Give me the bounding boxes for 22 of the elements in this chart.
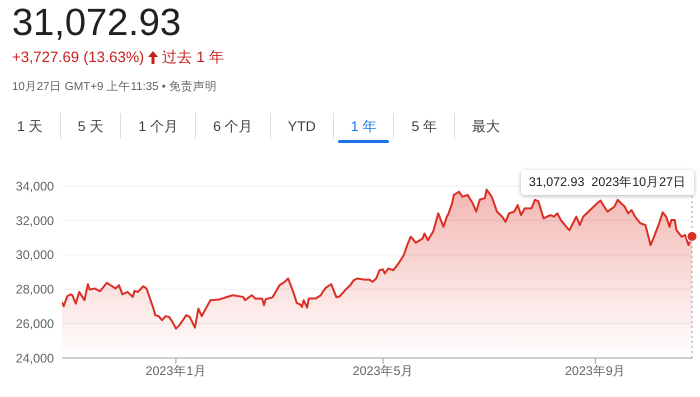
- text: 6 个月: [195, 113, 270, 139]
- y-tick-label: 24,000: [16, 351, 54, 366]
- y-tick-label: 34,000: [16, 179, 54, 194]
- annotation: 31,072.93 2023年10月27日: [520, 170, 694, 195]
- text: 过去 1 年: [162, 48, 224, 67]
- chart-subtitle: +3,727.69 (13.63%): [12, 49, 144, 66]
- x-tick-label: 2023年9月: [564, 364, 626, 378]
- y-tick-label: 32,000: [16, 214, 54, 228]
- text: YTD: [270, 113, 333, 139]
- y-tick-label: 28,000: [16, 282, 54, 297]
- y-tick-label: 30,000: [16, 248, 54, 262]
- x-tick-label: 2023年1月: [146, 364, 206, 378]
- text: 1 年: [332, 113, 394, 139]
- text: 5 年: [393, 113, 454, 139]
- text: 1 天: [16, 117, 44, 136]
- text: 10月27日 GMT+9 上午11:35 • 免责声明: [12, 80, 217, 94]
- y-tick-label: 26,000: [16, 317, 54, 332]
- chart-title: 31,072.93: [12, 1, 182, 46]
- x-tick-label: 2023年5月: [352, 364, 414, 378]
- text: 5 天: [60, 113, 120, 139]
- text: 最大: [454, 113, 518, 139]
- text: 1 个月: [120, 113, 196, 139]
